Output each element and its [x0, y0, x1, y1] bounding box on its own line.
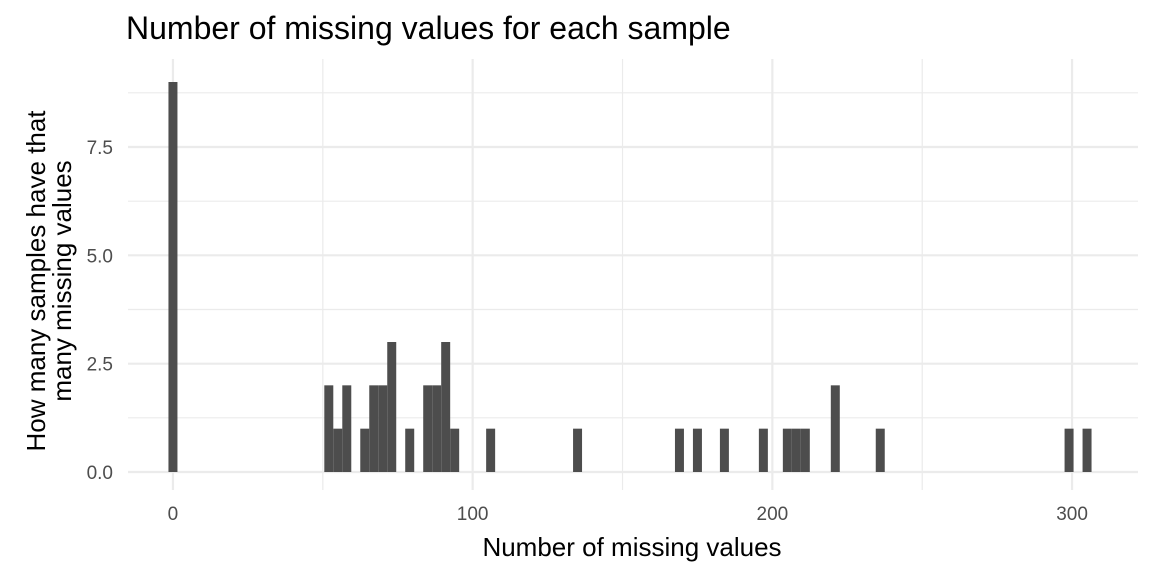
- y-tick-label: 2.5: [87, 355, 113, 376]
- histogram-bar: [573, 428, 583, 472]
- y-tick-label: 7.5: [87, 138, 113, 159]
- histogram-bar: [791, 428, 801, 472]
- histogram-bar: [387, 342, 397, 472]
- histogram-bar: [1082, 428, 1092, 472]
- x-axis-title: Number of missing values: [482, 532, 781, 562]
- histogram-bar: [324, 385, 334, 472]
- histogram-bar: [342, 385, 352, 472]
- histogram-bar: [369, 385, 379, 472]
- chart-title: Number of missing values for each sample: [126, 10, 731, 46]
- grid: [128, 59, 1138, 490]
- histogram-bar: [758, 428, 768, 472]
- x-tick-label: 300: [1056, 504, 1088, 525]
- y-tick-label: 0.0: [87, 463, 113, 484]
- histogram-bar: [441, 342, 451, 472]
- x-tick-labels: 0 100 200 300: [168, 504, 1088, 525]
- histogram-bar: [405, 428, 415, 472]
- histogram-bar: [423, 385, 433, 472]
- histogram-bar: [782, 428, 792, 472]
- bars: [168, 82, 1092, 472]
- x-tick-label: 100: [457, 504, 489, 525]
- histogram-bar: [168, 82, 178, 472]
- histogram-bar: [360, 428, 370, 472]
- y-axis-title-line-2: many missing values: [47, 160, 77, 401]
- histogram-bar: [830, 385, 840, 472]
- x-tick-label: 0: [168, 504, 179, 525]
- histogram-bar: [450, 428, 460, 472]
- histogram-bar: [719, 428, 729, 472]
- histogram-bar: [432, 385, 442, 472]
- x-tick-label: 200: [757, 504, 789, 525]
- histogram-bar: [333, 428, 343, 472]
- histogram-bar: [800, 428, 810, 472]
- histogram-bar: [674, 428, 684, 472]
- y-axis-title: How many samples have that many missing …: [21, 110, 77, 452]
- y-axis-title-line-1: How many samples have that: [21, 110, 51, 452]
- y-tick-label: 5.0: [87, 246, 113, 267]
- y-tick-labels: 0.0 2.5 5.0 7.5: [87, 138, 113, 484]
- histogram-bar: [875, 428, 885, 472]
- histogram-bar: [486, 428, 496, 472]
- histogram-bar: [1064, 428, 1074, 472]
- histogram-bar: [692, 428, 702, 472]
- histogram-bar: [378, 385, 388, 472]
